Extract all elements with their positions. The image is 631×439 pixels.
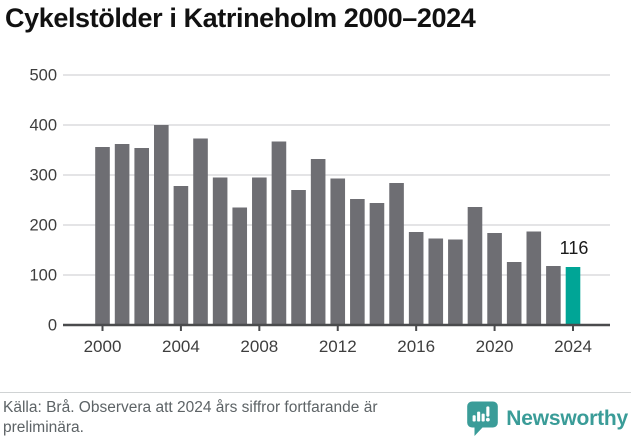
y-tick-label-300: 300: [29, 167, 57, 185]
x-tick-label-2000: 2000: [84, 337, 122, 356]
bar-2021: [506, 262, 522, 325]
newsworthy-brand: Newsworthy: [466, 400, 628, 437]
bar-2003: [154, 125, 169, 325]
bar-2018: [448, 239, 463, 325]
source-line-1: Källa: Brå. Observera att 2024 års siffr…: [3, 399, 378, 416]
y-tick-label-0: 0: [48, 317, 57, 335]
bar-2005: [193, 138, 208, 325]
bar-2024: [565, 267, 581, 325]
x-tick-label-2024: 2024: [554, 337, 592, 356]
chart-title: Cykelstölder i Katrineholm 2000–2024: [5, 3, 476, 33]
bar-2013: [350, 199, 365, 325]
bar-2009: [271, 141, 287, 325]
x-tick-label-2004: 2004: [162, 337, 200, 356]
y-tick-label-100: 100: [29, 267, 57, 285]
source-line-2: preliminära.: [3, 419, 84, 436]
bar-2011: [310, 159, 326, 325]
newsworthy-logo-icon: [467, 401, 499, 436]
bar-2017: [428, 238, 444, 325]
x-tick-label-2008: 2008: [240, 337, 278, 356]
bar-2001: [114, 144, 130, 325]
exclamation-bar: [486, 406, 490, 417]
bar-2000: [95, 147, 110, 325]
bar-2002: [134, 148, 150, 325]
x-tick-label-2012: 2012: [319, 337, 357, 356]
bar-2019: [467, 207, 483, 325]
footer-divider: [0, 392, 631, 393]
bar-2023: [546, 266, 561, 325]
bar-chart: 0 100 200 300 400 500 2000 2004 2008 2012 2016 2020…: [29, 67, 610, 356]
source-note: Källa: Brå. Observera att 2024 års siffr…: [3, 398, 377, 438]
highlight-value-label: 116: [560, 238, 589, 258]
newsworthy-brand-name: Newsworthy: [506, 406, 628, 430]
bar-2008: [252, 177, 267, 325]
y-tick-label-500: 500: [29, 67, 57, 85]
bar-2007: [232, 207, 248, 325]
bar-2014: [369, 203, 385, 325]
bar-2016: [408, 232, 424, 325]
y-tick-label-400: 400: [29, 117, 57, 135]
mini-bar-3: [481, 413, 485, 422]
x-tick-label-2020: 2020: [476, 337, 514, 356]
bar-2006: [212, 177, 228, 325]
exclamation-dot: [486, 417, 491, 422]
mini-bar-1: [472, 415, 476, 422]
y-tick-label-200: 200: [29, 217, 57, 235]
bar-2020: [487, 233, 502, 325]
bar-2012: [330, 178, 346, 325]
bar-2015: [389, 183, 404, 325]
bar-2022: [526, 231, 542, 325]
bar-2010: [291, 190, 306, 325]
x-tick-label-2016: 2016: [397, 337, 435, 356]
mini-bar-2: [477, 411, 481, 422]
bar-2004: [173, 186, 189, 325]
